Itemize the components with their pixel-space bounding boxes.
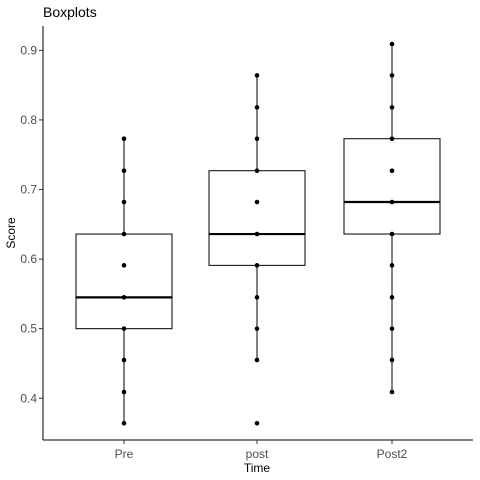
y-tick-label-3: 0.7 <box>20 183 37 197</box>
point-post-9 <box>254 105 260 110</box>
y-tick-label-0: 0.4 <box>20 391 37 405</box>
point-pre-3 <box>121 326 127 331</box>
point-post2-2 <box>389 326 395 331</box>
point-post-7 <box>254 168 260 174</box>
point-pre-4 <box>121 295 127 300</box>
x-tick-label-2: Post2 <box>377 447 408 461</box>
point-post2-4 <box>389 263 395 268</box>
box-post <box>208 170 306 266</box>
point-post2-0 <box>389 389 395 395</box>
point-post-6 <box>254 199 260 205</box>
point-post2-7 <box>389 168 395 174</box>
point-post-4 <box>254 263 260 268</box>
y-tick-label-1: 0.5 <box>20 322 37 336</box>
point-post-8 <box>254 136 260 142</box>
point-post-1 <box>254 357 260 363</box>
point-post-10 <box>254 73 260 78</box>
point-pre-8 <box>121 168 127 174</box>
point-post2-5 <box>389 231 395 237</box>
point-post2-8 <box>389 136 395 142</box>
point-post-2 <box>254 326 260 331</box>
y-axis-title: Score <box>4 217 18 249</box>
point-pre-0 <box>121 421 127 426</box>
point-post2-3 <box>389 295 395 300</box>
y-tick-label-2: 0.6 <box>20 252 37 266</box>
point-pre-7 <box>121 199 127 205</box>
x-tick-label-1: post <box>246 447 269 461</box>
point-pre-1 <box>121 389 127 395</box>
point-pre-2 <box>121 357 127 363</box>
y-tick-label-5: 0.9 <box>20 43 37 57</box>
x-tick-label-0: Pre <box>115 447 134 461</box>
point-post2-10 <box>389 73 395 78</box>
point-post-5 <box>254 231 260 237</box>
point-pre-5 <box>121 263 127 268</box>
point-post2-9 <box>389 105 395 110</box>
plot-area <box>75 41 441 426</box>
point-post2-11 <box>389 41 395 47</box>
point-pre-9 <box>121 136 127 142</box>
chart-title: Boxplots <box>43 4 97 20</box>
point-post-3 <box>254 295 260 300</box>
point-post2-1 <box>389 357 395 363</box>
point-pre-6 <box>121 231 127 237</box>
box-pre <box>75 233 173 330</box>
y-tick-label-4: 0.8 <box>20 113 37 127</box>
point-post2-6 <box>389 199 395 205</box>
x-axis-title: Time <box>244 461 271 475</box>
box-post2 <box>343 138 441 235</box>
point-post-0 <box>254 421 260 426</box>
